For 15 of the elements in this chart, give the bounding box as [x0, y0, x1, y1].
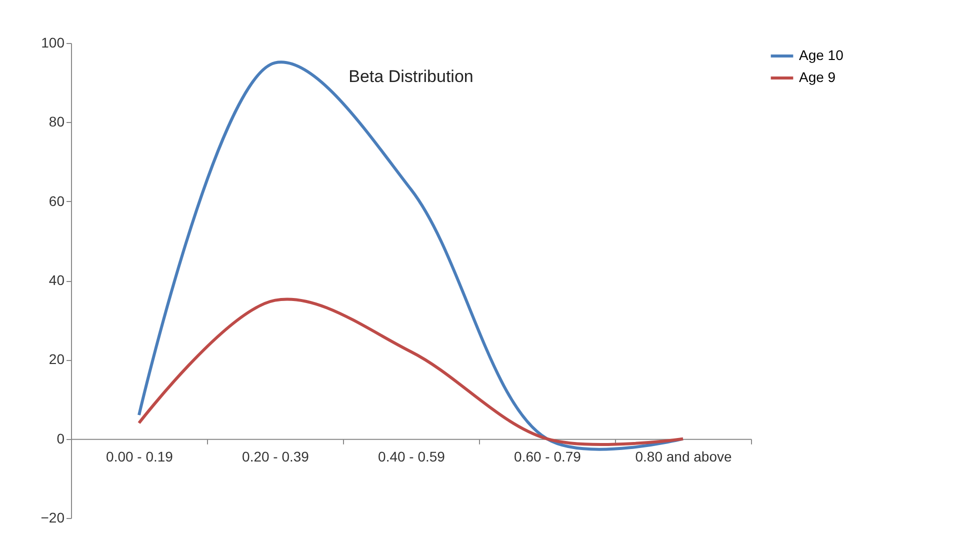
y-tick-label: −20 — [40, 510, 65, 526]
x-tick-label: 0.40 - 0.59 — [378, 448, 446, 464]
x-tick-label: 0.80 and above — [635, 448, 732, 464]
y-tick-label: 0 — [56, 430, 65, 446]
y-tick-label: 80 — [48, 114, 65, 130]
x-tick-label: 0.60 - 0.79 — [514, 448, 582, 464]
y-tick-label: 40 — [48, 272, 65, 288]
legend-label: Age 10 — [799, 47, 844, 63]
y-tick-label: 20 — [48, 351, 65, 368]
legend-label: Age 9 — [799, 69, 836, 85]
x-tick-label: 0.00 - 0.19 — [106, 448, 174, 464]
x-tick-label: 0.20 - 0.39 — [242, 448, 310, 464]
text: Beta Distribution — [348, 67, 474, 86]
y-tick-label: 100 — [41, 34, 65, 50]
y-tick-label: 60 — [48, 192, 65, 209]
